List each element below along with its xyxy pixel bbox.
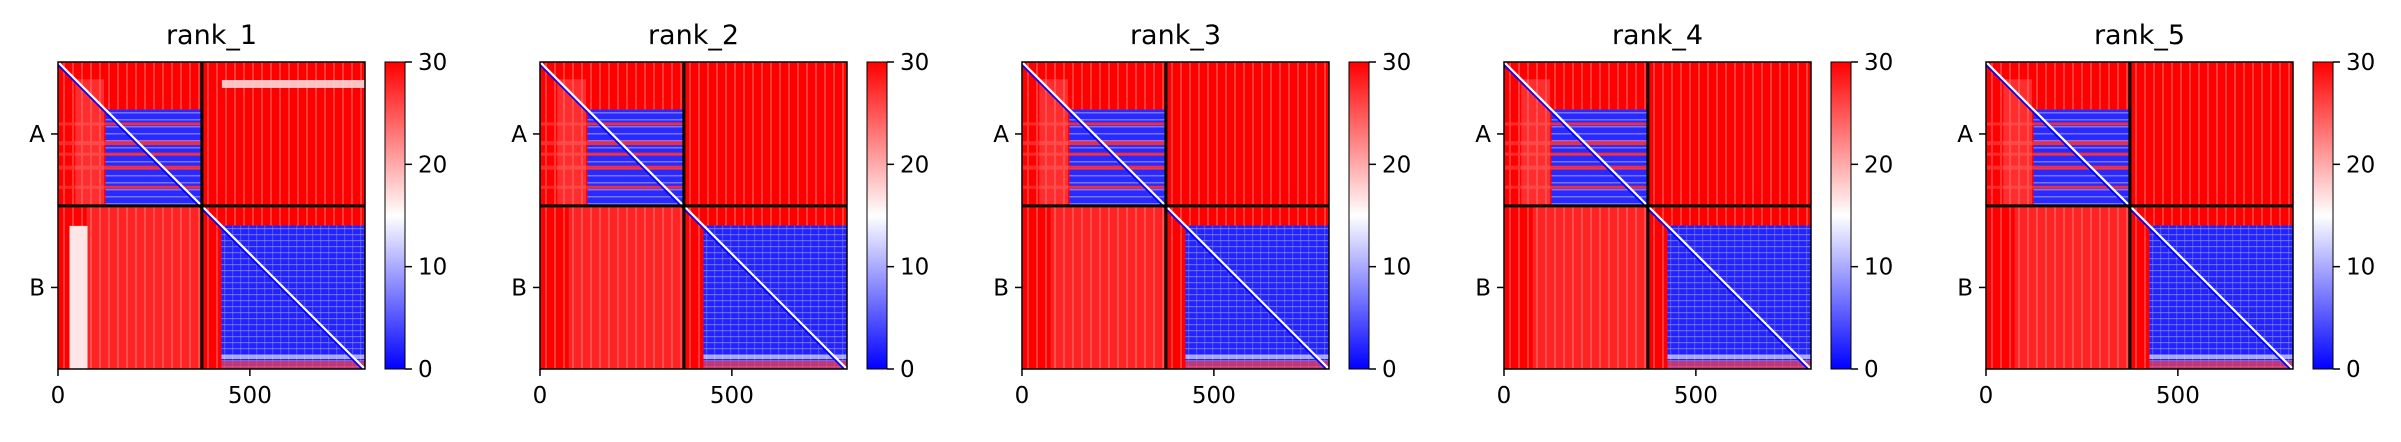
colorbar-tick-label: 20 bbox=[2346, 152, 2375, 178]
chain-label-b: B bbox=[29, 275, 45, 301]
colorbar-tick-label: 10 bbox=[418, 255, 447, 281]
colorbar-tick-label: 10 bbox=[1864, 255, 1893, 281]
colorbar-tick-label: 20 bbox=[900, 152, 929, 178]
panel-title: rank_2 bbox=[648, 20, 739, 51]
x-tick-label: 0 bbox=[51, 383, 66, 409]
colorbar-tick-label: 30 bbox=[418, 50, 447, 76]
x-tick-label: 0 bbox=[533, 383, 548, 409]
pae-panel-4: rank_4 A B 0 500 0 10 20 30 bbox=[1446, 0, 1916, 442]
pae-heatmap-svg: rank_3 A B 0 500 0 10 20 30 bbox=[993, 20, 1411, 409]
colorbar-tick-label: 0 bbox=[1864, 357, 1879, 383]
panel-title: rank_3 bbox=[1130, 20, 1221, 51]
pae-heatmap-svg: rank_4 A B 0 500 0 10 20 30 bbox=[1475, 20, 1893, 409]
colorbar-tick-label: 30 bbox=[1864, 50, 1893, 76]
chain-label-b: B bbox=[1475, 275, 1491, 301]
chain-label-a: A bbox=[1957, 122, 1973, 148]
chain-label-a: A bbox=[993, 122, 1009, 148]
colorbar-tick-label: 30 bbox=[900, 50, 929, 76]
colorbar-tick-label: 10 bbox=[2346, 255, 2375, 281]
pae-panel-3: rank_3 A B 0 500 0 10 20 30 bbox=[964, 0, 1434, 442]
colorbar bbox=[866, 61, 888, 370]
pae-panel-1: rank_1 A B 0 500 0 10 20 30 bbox=[0, 0, 470, 442]
colorbar bbox=[1348, 61, 1370, 370]
chain-label-b: B bbox=[993, 275, 1009, 301]
colorbar-tick-label: 10 bbox=[900, 255, 929, 281]
colorbar-tick-label: 10 bbox=[1382, 255, 1411, 281]
x-tick-label: 500 bbox=[1674, 383, 1718, 409]
x-tick-label: 0 bbox=[1497, 383, 1512, 409]
chain-label-b: B bbox=[511, 275, 527, 301]
pae-heatmap-svg: rank_2 A B 0 500 0 10 20 30 bbox=[511, 20, 929, 409]
colorbar-tick-label: 0 bbox=[418, 357, 433, 383]
colorbar bbox=[1830, 61, 1852, 370]
x-tick-label: 0 bbox=[1015, 383, 1030, 409]
chain-label-a: A bbox=[511, 122, 527, 148]
heatmap-matrix bbox=[1986, 62, 2293, 369]
colorbar bbox=[2312, 61, 2334, 370]
x-tick-label: 500 bbox=[2156, 383, 2200, 409]
colorbar-tick-label: 20 bbox=[418, 152, 447, 178]
panel-title: rank_1 bbox=[166, 20, 257, 51]
chain-label-a: A bbox=[29, 122, 45, 148]
colorbar-tick-label: 0 bbox=[2346, 357, 2361, 383]
pae-heatmap-svg: rank_1 A B 0 500 0 10 20 30 bbox=[29, 20, 447, 409]
colorbar-tick-label: 30 bbox=[2346, 50, 2375, 76]
x-tick-label: 0 bbox=[1979, 383, 1994, 409]
panel-title: rank_4 bbox=[1612, 20, 1703, 51]
colorbar bbox=[384, 61, 406, 370]
pae-panel-5: rank_5 A B 0 500 0 10 20 30 bbox=[1928, 0, 2398, 442]
pae-heatmap-svg: rank_5 A B 0 500 0 10 20 30 bbox=[1957, 20, 2375, 409]
colorbar-tick-label: 30 bbox=[1382, 50, 1411, 76]
x-tick-label: 500 bbox=[228, 383, 272, 409]
colorbar-tick-label: 20 bbox=[1382, 152, 1411, 178]
x-tick-label: 500 bbox=[1192, 383, 1236, 409]
colorbar-tick-label: 20 bbox=[1864, 152, 1893, 178]
heatmap-matrix bbox=[58, 62, 365, 369]
colorbar-tick-label: 0 bbox=[900, 357, 915, 383]
heatmap-matrix bbox=[1022, 62, 1329, 369]
chain-label-a: A bbox=[1475, 122, 1491, 148]
pae-panel-2: rank_2 A B 0 500 0 10 20 30 bbox=[482, 0, 952, 442]
colorbar-tick-label: 0 bbox=[1382, 357, 1397, 383]
heatmap-matrix bbox=[540, 62, 847, 369]
heatmap-matrix bbox=[1504, 62, 1811, 369]
chain-label-b: B bbox=[1957, 275, 1973, 301]
panel-title: rank_5 bbox=[2094, 20, 2185, 51]
x-tick-label: 500 bbox=[710, 383, 754, 409]
